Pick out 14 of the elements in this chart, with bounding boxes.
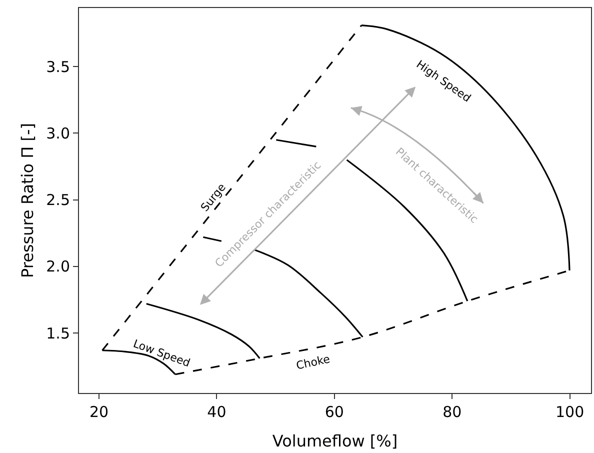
y-tick-label: 1.5 <box>46 324 70 342</box>
x-tick-label: 100 <box>555 403 584 421</box>
y-axis-title: Pressure Ratio Π [-] <box>18 123 38 278</box>
x-tick-label: 20 <box>89 403 109 421</box>
x-tick-label: 60 <box>324 403 344 421</box>
y-tick-label: 3.0 <box>46 124 70 142</box>
y-tick-label: 2.5 <box>46 191 70 210</box>
y-tick-label: 2.0 <box>46 258 70 276</box>
x-tick-label: 80 <box>442 403 462 421</box>
x-tick-label: 40 <box>207 403 226 421</box>
annotation: Choke <box>295 352 332 372</box>
y-tick-label: 3.5 <box>46 58 70 76</box>
annotation: Low Speed <box>131 337 192 370</box>
x-axis-title: Volumeflow [%] <box>272 432 398 451</box>
